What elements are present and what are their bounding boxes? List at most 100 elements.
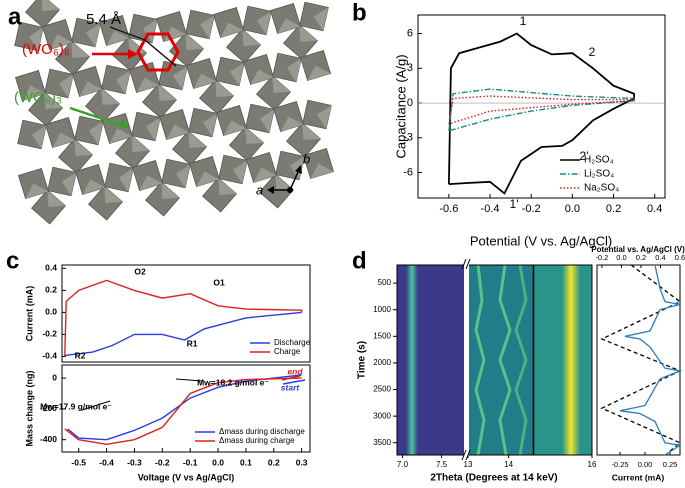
series-line <box>619 264 683 456</box>
x-tick-label: 0.0 <box>212 457 224 467</box>
octahedron-face <box>131 135 150 152</box>
panel-label: b <box>352 0 367 26</box>
x2-tick-label: 0.0 <box>616 253 626 262</box>
y-axis-label: Current (mA) <box>24 286 34 342</box>
annotation: R1 <box>187 338 198 348</box>
annotation: 1' <box>510 197 519 211</box>
spacing-leader <box>109 26 146 41</box>
annotation: Mw=18.2 g/mol e⁻ <box>197 377 269 387</box>
hexagon-highlight <box>136 32 180 72</box>
x-tick-label: -0.1 <box>183 457 198 467</box>
octahedron-face <box>52 132 76 148</box>
x-tick-label: 0.25 <box>663 460 678 469</box>
octahedron-face <box>185 33 204 50</box>
octahedron-face <box>275 174 294 191</box>
axis-break <box>465 258 471 270</box>
x-tick-label: 7.0 <box>397 460 409 469</box>
octahedron-face <box>62 172 77 196</box>
plot-frame <box>61 264 311 363</box>
octahedron-face <box>146 117 161 141</box>
series-line <box>64 311 302 357</box>
x-tick-label: 16 <box>588 460 597 469</box>
plot-frame <box>596 264 681 456</box>
axis-arrow-b <box>289 169 300 191</box>
y-tick-label: -400 <box>40 434 57 444</box>
octahedron-face <box>230 62 245 86</box>
y-tick-label: 0.2 <box>45 285 57 295</box>
octahedron-face <box>22 85 46 101</box>
annotation: 2 <box>589 45 596 59</box>
y-axis-label: Time (s) <box>357 341 368 379</box>
axis-b-label: b <box>303 151 310 166</box>
y-tick-label: 2500 <box>373 385 391 394</box>
octahedron-face <box>314 7 329 31</box>
panel-label: c <box>6 247 19 274</box>
octahedron-face <box>242 29 261 46</box>
x-tick-label: 14 <box>504 460 513 469</box>
octahedron-face <box>250 69 274 85</box>
legend-label: Δmass during discharge <box>219 427 305 436</box>
octahedron-face <box>173 66 188 90</box>
octahedron-face <box>223 120 247 136</box>
y-tick-label: 0.0 <box>45 307 57 317</box>
octahedron-face <box>128 37 147 54</box>
legend-label: Δmass during charge <box>219 436 295 445</box>
y-tick-label: 2000 <box>373 358 391 367</box>
heatmap-peak <box>474 264 486 456</box>
series-line <box>448 88 635 132</box>
annotation: R2 <box>75 350 86 360</box>
x-tick-label: 0.2 <box>268 457 280 467</box>
series-line <box>64 377 302 446</box>
x-tick-label: -0.2 <box>522 203 541 215</box>
x2-tick-label: 0.6 <box>675 253 685 262</box>
octahedron-face <box>25 183 49 199</box>
octahedron-face <box>47 190 66 207</box>
x-tick-label: -0.2 <box>155 457 170 467</box>
octahedron-face <box>233 160 248 184</box>
annotation-arrow <box>281 375 301 381</box>
annotation-arrow <box>81 400 111 411</box>
octahedron-face <box>310 163 334 179</box>
octahedron-face <box>71 41 90 58</box>
y-tick-label: -0.2 <box>42 329 57 339</box>
arrowhead <box>267 186 274 194</box>
axis-break <box>461 449 467 461</box>
y-tick-label: 3 <box>407 62 413 74</box>
y-tick-label: 1000 <box>373 305 391 314</box>
octahedron-face <box>215 80 234 97</box>
x-tick-label: 0.3 <box>296 457 308 467</box>
x-axis-label: Potential (V vs. Ag/AgCl) <box>470 233 612 248</box>
octahedron-face <box>58 74 74 98</box>
x-tick-label: -0.5 <box>71 457 86 467</box>
heatmap-peak <box>514 264 528 456</box>
octahedron-face <box>49 34 73 50</box>
annotation: O1 <box>213 277 225 287</box>
axis-break <box>461 258 467 270</box>
octahedron-face <box>28 27 44 51</box>
x2-axis-label: Potential vs. Ag/AgCl (V) <box>591 245 685 254</box>
octahedron-face <box>176 164 191 188</box>
x-tick-label: -0.6 <box>439 203 458 215</box>
x-axis-label: Current (mA) <box>612 472 665 482</box>
octahedron-face <box>188 131 207 148</box>
octahedron-face <box>44 92 63 109</box>
x2-tick-label: 0.2 <box>636 253 646 262</box>
octahedron-face <box>287 58 302 82</box>
x-tick-label: -0.4 <box>481 203 500 215</box>
heatmap-peak <box>562 265 580 455</box>
annotation: Mw=17.9 g/mol e⁻ <box>40 401 112 411</box>
heatmap-peak <box>498 264 512 456</box>
octahedron-face <box>280 116 304 132</box>
plot-frame <box>417 14 666 199</box>
octahedron-face <box>260 109 275 133</box>
y-tick-label: 6 <box>407 27 413 39</box>
octahedron-face <box>196 171 220 187</box>
octahedron-face <box>82 179 106 195</box>
y-tick-label: -3 <box>403 132 413 144</box>
octahedron-face <box>101 88 120 105</box>
octahedron-face <box>85 23 101 47</box>
octahedron-face <box>109 128 133 144</box>
octahedron-face <box>104 186 123 203</box>
octahedron-face <box>200 15 215 39</box>
